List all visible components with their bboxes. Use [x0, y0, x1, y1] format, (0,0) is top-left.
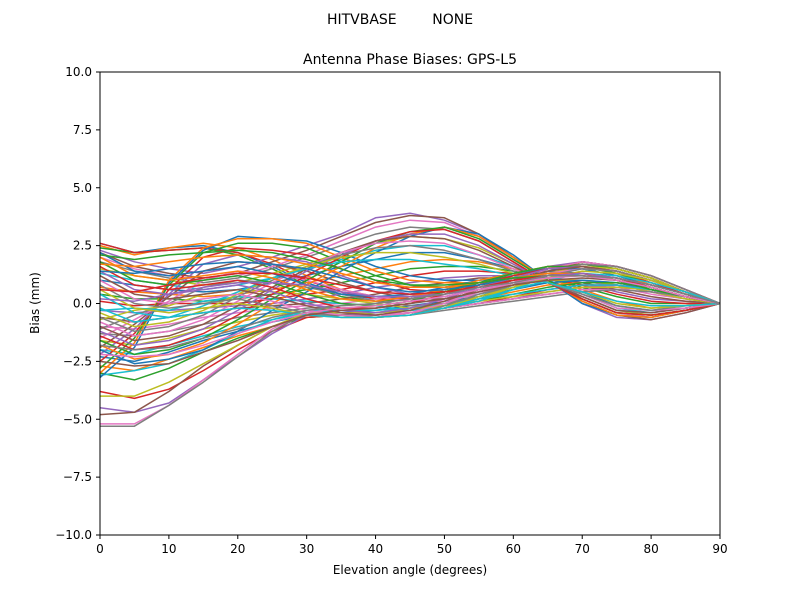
y-tick-label: 0.0 — [73, 297, 92, 311]
y-tick-label: 7.5 — [73, 123, 92, 137]
series-line-46 — [99, 235, 721, 342]
x-tick-label: 40 — [368, 542, 383, 556]
x-tick-label: 60 — [506, 542, 521, 556]
x-tick-label: 90 — [712, 542, 727, 556]
series-line-5 — [99, 212, 721, 321]
x-tick-label: 20 — [230, 542, 245, 556]
series-line-60 — [99, 272, 721, 319]
series-lines — [99, 212, 721, 427]
x-tick-label: 50 — [437, 542, 452, 556]
y-tick-label: −7.5 — [63, 470, 92, 484]
series-line-48 — [99, 244, 721, 333]
series-line-68 — [99, 274, 721, 351]
x-tick-label: 80 — [643, 542, 658, 556]
figure-suptitle: HITVBASE NONE — [327, 12, 473, 28]
y-tick-label: 5.0 — [73, 181, 92, 195]
x-tick-label: 30 — [299, 542, 314, 556]
x-tick-label: 10 — [161, 542, 176, 556]
x-axis-ticks: 0 10 20 30 40 50 60 70 80 90 — [96, 535, 728, 556]
x-tick-label: 70 — [575, 542, 590, 556]
chart-title: Antenna Phase Biases: GPS-L5 — [303, 52, 517, 68]
y-tick-label: −10.0 — [55, 528, 92, 542]
y-axis-label: Bias (mm) — [28, 272, 42, 334]
series-line-49 — [99, 251, 721, 328]
y-axis-ticks: −10.0 −7.5 −5.0 −2.5 0.0 2.5 5.0 7.5 10.0 — [55, 65, 100, 542]
series-line-47 — [99, 240, 721, 337]
y-tick-label: −5.0 — [63, 412, 92, 426]
y-tick-label: 10.0 — [65, 65, 92, 79]
series-line-50 — [99, 258, 721, 323]
y-tick-label: −2.5 — [63, 354, 92, 368]
y-tick-label: 2.5 — [73, 239, 92, 253]
x-axis-label: Elevation angle (degrees) — [333, 563, 487, 577]
x-tick-label: 0 — [96, 542, 104, 556]
series-line-44 — [99, 228, 721, 351]
series-line-67 — [99, 274, 721, 358]
